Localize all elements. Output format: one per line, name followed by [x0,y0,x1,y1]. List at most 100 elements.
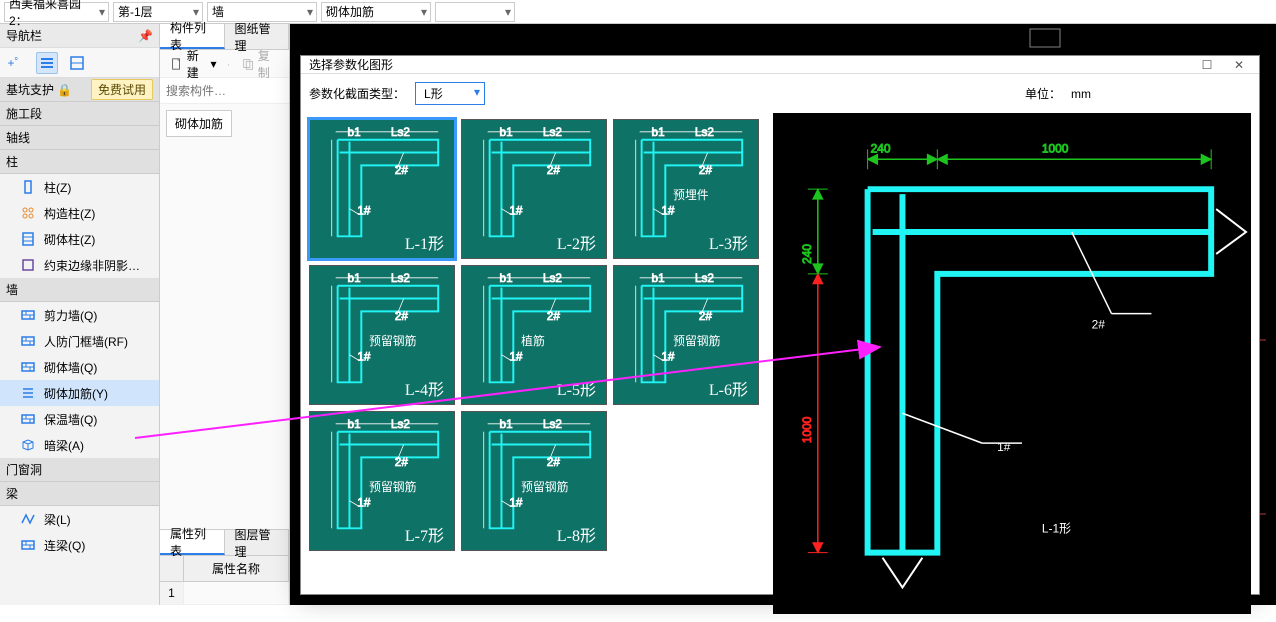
nav-section-header[interactable]: 梁 [0,482,159,506]
svg-text:2#: 2# [699,163,713,177]
nav-item[interactable]: 砌体墙(Q) [0,354,159,380]
nav-section-label: 柱 [6,153,18,170]
nav-item-label: 构造柱(Z) [44,205,95,222]
shape-tile[interactable]: b1 Ls2 1# 2# 预留钢筋 L-7形 [309,411,455,551]
dialog-titlebar[interactable]: 选择参数化图形 ☐ ✕ [301,56,1259,74]
nav-item[interactable]: 人防门框墙(RF) [0,328,159,354]
nav-panel: 导航栏 📌 +゜ 基坑支护 🔒免费试用施工段轴线柱柱(Z) 构造柱(Z) 砌体柱(Z… [0,24,160,605]
nav-item[interactable]: 梁(L) [0,506,159,532]
nav-item-icon [20,307,36,323]
close-icon[interactable]: ✕ [1227,58,1251,72]
pin-icon[interactable]: 📌 [138,29,153,43]
svg-text:2#: 2# [547,455,561,469]
nav-item-icon [20,411,36,427]
nav-section-header[interactable]: 墙 [0,278,159,302]
nav-item[interactable]: 砌体柱(Z) [0,226,159,252]
grid-view-icon[interactable] [66,52,88,74]
prop-header-name: 属性名称 [184,556,289,581]
nav-item-icon [20,205,36,221]
nav-item[interactable]: 约束边缘非阴影… [0,252,159,278]
shape-tile[interactable]: b1 Ls2 1# 2# 预留钢筋 L-4形 [309,265,455,405]
copy-button[interactable]: 复制 [237,45,283,83]
shape-tile-label: L-6形 [709,376,748,400]
dialog-title: 选择参数化图形 [309,56,393,73]
nav-item-label: 柱(Z) [44,179,71,196]
nav-item-icon [20,511,36,527]
tab-property-list-label: 属性列表 [170,525,214,559]
shape-tile[interactable]: b1 Ls2 1# 2# 预埋件 L-3形 [613,119,759,259]
nav-item-icon [20,537,36,553]
nav-item[interactable]: 柱(Z) [0,174,159,200]
project-dropdown-label: 西美福来喜园2： [9,0,92,29]
shape-tile[interactable]: b1 Ls2 1# 2# L-1形 [309,119,455,259]
mid-panel: 构件列表 图纸管理 新建 ▾ · 复制 砌体加筋 属性列表 图层管理 [160,24,290,605]
prop-row[interactable]: 1 [160,582,289,605]
nav-item-icon [20,333,36,349]
nav-section-header[interactable]: 柱 [0,150,159,174]
nav-item[interactable]: 保温墙(Q) [0,406,159,432]
prop-row-name [184,582,289,604]
list-view-icon[interactable] [36,52,58,74]
dialog-content: b1 Ls2 1# 2# L-1形 b1 Ls2 1# 2# L-2形 [309,113,1251,614]
nav-item[interactable]: 砌体加筋(Y) [0,380,159,406]
new-button[interactable]: 新建 ▾ [166,45,221,83]
nav-section-header[interactable]: 门窗洞 [0,458,159,482]
dim-b2: 240 [800,244,814,264]
shape-tile-label: L-5形 [557,376,596,400]
nav-title: 导航栏 [6,27,42,44]
new-button-label: 新建 [187,47,208,81]
preview-svg: 240 1000 [773,113,1251,614]
category-dropdown[interactable]: 墙 [207,2,317,22]
subtype-dropdown[interactable]: 砌体加筋 [321,2,431,22]
nav-section-header[interactable]: 基坑支护 🔒免费试用 [0,78,159,102]
subtype-dropdown-label: 砌体加筋 [326,3,374,20]
nav-list: 基坑支护 🔒免费试用施工段轴线柱柱(Z) 构造柱(Z) 砌体柱(Z) 约束边缘非阴影…… [0,78,159,605]
mid-list-item[interactable]: 砌体加筋 [166,110,232,137]
nav-item-label: 剪力墙(Q) [44,307,97,324]
nav-section-header[interactable]: 轴线 [0,126,159,150]
preview-shape-label: L-1形 [1042,522,1071,536]
maximize-icon[interactable]: ☐ [1195,58,1219,72]
shape-tile[interactable]: b1 Ls2 1# 2# L-2形 [461,119,607,259]
nav-item-icon [20,385,36,401]
nav-section-header[interactable]: 施工段 [0,102,159,126]
shape-tile[interactable]: b1 Ls2 1# 2# 预留钢筋 L-6形 [613,265,759,405]
add-icon[interactable]: +゜ [6,52,28,74]
category-dropdown-label: 墙 [212,3,224,20]
tab-layer-manage[interactable]: 图层管理 [225,530,290,555]
svg-text:1#: 1# [509,350,523,364]
shape-grid: b1 Ls2 1# 2# L-1形 b1 Ls2 1# 2# L-2形 [309,113,769,614]
nav-item[interactable]: 暗梁(A) [0,432,159,458]
shape-tile[interactable]: b1 Ls2 1# 2# 预留钢筋 L-8形 [461,411,607,551]
shape-tile[interactable]: b1 Ls2 1# 2# 植筋 L-5形 [461,265,607,405]
param-type-select[interactable]: L形 [415,82,485,105]
svg-text:1#: 1# [509,496,523,510]
property-panel: 属性列表 图层管理 属性名称 1 [160,529,289,605]
dialog-controls-row: 参数化截面类型： L形 单位： mm [309,82,1251,105]
project-dropdown[interactable]: 西美福来喜园2： [4,2,109,22]
svg-text:预埋件: 预埋件 [673,188,709,202]
search-input[interactable] [160,78,289,103]
tab-layer-manage-label: 图层管理 [235,526,279,560]
unit-label: 单位： mm [1025,85,1091,102]
svg-text:预留钢筋: 预留钢筋 [673,334,720,348]
trial-badge[interactable]: 免费试用 [91,79,153,100]
nav-item-label: 暗梁(A) [44,437,84,454]
svg-text:1#: 1# [661,204,675,218]
extra-dropdown[interactable] [435,2,515,22]
svg-text:2#: 2# [547,163,561,177]
dialog-body: 参数化截面类型： L形 单位： mm b1 Ls2 1# 2# L-1形 [301,74,1259,622]
svg-text:1#: 1# [357,496,371,510]
floor-dropdown[interactable]: 第-1层 [113,2,203,22]
svg-text:预留钢筋: 预留钢筋 [521,480,568,494]
nav-item-label: 砌体墙(Q) [44,359,97,376]
tab-property-list[interactable]: 属性列表 [160,530,225,555]
svg-text:植筋: 植筋 [521,334,545,348]
nav-item[interactable]: 连梁(Q) [0,532,159,558]
nav-item-label: 约束边缘非阴影… [44,257,140,274]
nav-item[interactable]: 构造柱(Z) [0,200,159,226]
preview-label-2: 2# [1092,318,1106,332]
toolbar-separator: · [227,57,231,71]
prop-header: 属性名称 [160,556,289,582]
nav-item[interactable]: 剪力墙(Q) [0,302,159,328]
